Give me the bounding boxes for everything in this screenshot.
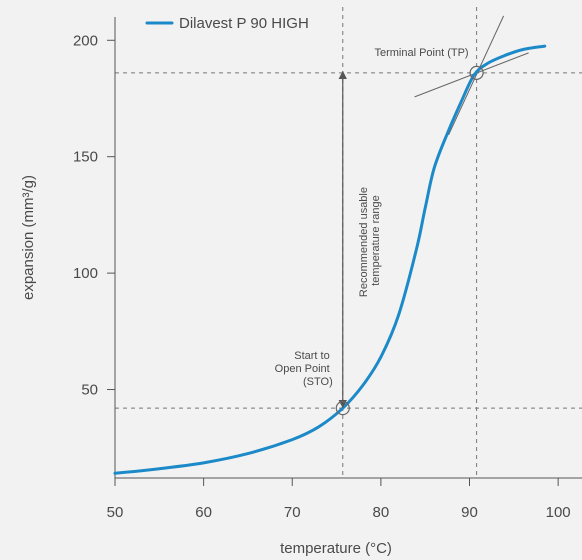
x-axis-title: temperature (°C) [280,540,392,557]
x-tick-label: 60 [195,504,212,521]
recommended-range-label: Recommended usable temperature range [358,184,382,297]
legend: Dilavest P 90 HIGH [145,15,309,32]
series-line-dilavest [113,44,547,475]
x-tick-label: 50 [107,504,124,521]
tick-marks [107,39,559,486]
y-tick-label: 200 [73,32,98,49]
tangent-lines [414,15,529,136]
range-label-line-1: Recommended usable [358,187,370,297]
x-tick-label: 70 [284,504,301,521]
axes [114,17,582,479]
sto-label-line-2: Open Point [275,363,330,375]
tangent-line-steep-section [448,15,505,136]
y-tick-label: 50 [81,382,98,399]
x-tick-label: 100 [546,504,571,521]
range-label-line-2: temperature range [370,195,382,285]
terminal-point-label: Terminal Point (TP) [374,47,468,59]
tp-point-marker [469,65,484,80]
start-to-open-point-label: Start to Open Point (STO) [275,350,333,388]
y-tick-label: 100 [73,265,98,282]
tangent-line-upper-plateau [414,52,529,98]
x-tick-label: 80 [373,504,390,521]
reference-lines [115,7,582,478]
sto-point-marker [335,401,350,416]
tick-labels: 50 100 150 200 50 60 70 80 90 100 [73,32,571,521]
y-tick-label: 150 [73,149,98,166]
sto-label-line-1: Start to [294,350,329,362]
x-tick-label: 90 [461,504,478,521]
y-axis-title: expansion (mm³/g) [20,175,37,300]
legend-label-dilavest: Dilavest P 90 HIGH [179,15,309,32]
sto-label-line-3: (STO) [303,376,333,388]
